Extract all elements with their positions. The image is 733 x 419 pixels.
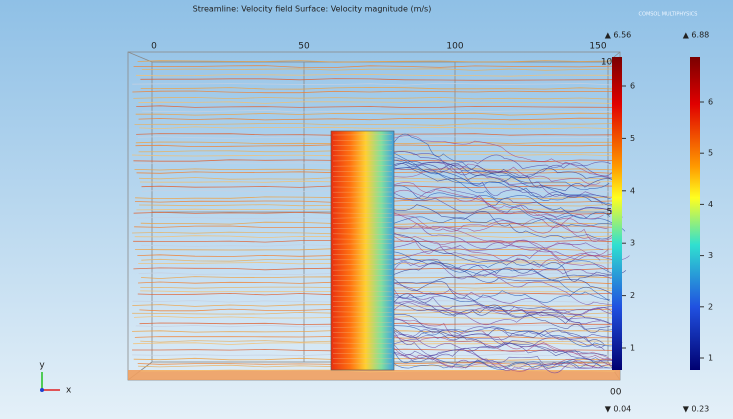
triad-label: y — [39, 361, 45, 371]
graphics-window: Streamline: Velocity field Surface: Velo… — [0, 0, 733, 419]
colorbar-tick-label: 4 — [708, 200, 713, 209]
obstacle-surface — [331, 131, 394, 370]
colorbar-max: ▲ 6.56 — [605, 31, 632, 40]
depth-tick: 00 — [610, 388, 622, 398]
colorbar-tick-label: 2 — [630, 291, 635, 300]
colorbar-tick-label: 4 — [630, 186, 635, 195]
x-tick: 150 — [589, 42, 606, 52]
colorbar-tick-label: 1 — [630, 344, 635, 353]
colorbar-min: ▼ 0.23 — [683, 405, 710, 414]
x-tick: 0 — [151, 42, 157, 52]
colorbar — [690, 57, 700, 370]
colorbar-tick-label: 5 — [630, 134, 635, 143]
colorbar-tick-label: 5 — [708, 149, 713, 158]
triad-label: x — [66, 386, 72, 396]
colorbar-min: ▼ 0.04 — [605, 405, 632, 414]
colorbar-max: ▲ 6.88 — [683, 31, 710, 40]
x-tick: 100 — [446, 42, 463, 52]
colorbar — [612, 57, 622, 370]
colorbar-tick-label: 6 — [630, 82, 635, 91]
logo: COMSOL MULTIPHYSICS — [639, 12, 698, 18]
plot-title: Streamline: Velocity field Surface: Velo… — [193, 5, 432, 14]
x-tick: 50 — [298, 42, 310, 52]
colorbar-tick-label: 3 — [630, 239, 635, 248]
colorbar-tick-label: 2 — [708, 302, 713, 311]
colorbar-tick-label: 3 — [708, 251, 713, 260]
colorbar-tick-label: 1 — [708, 354, 713, 363]
colorbar-tick-label: 6 — [708, 98, 713, 107]
